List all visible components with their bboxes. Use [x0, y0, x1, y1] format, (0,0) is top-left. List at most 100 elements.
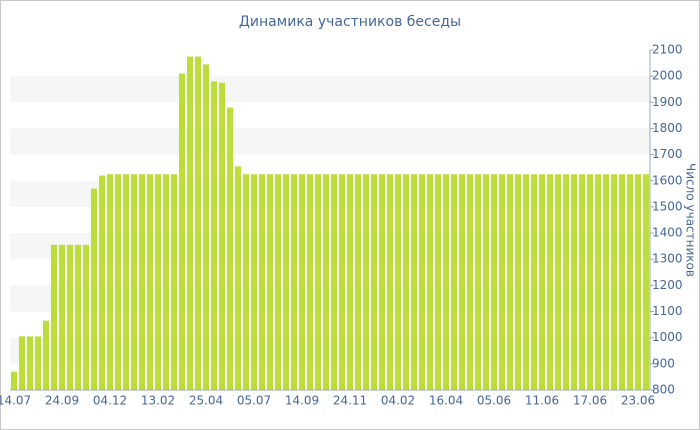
bar	[482, 174, 490, 390]
bar	[74, 244, 82, 390]
y-tick-label: 1800	[652, 121, 683, 135]
bar	[458, 174, 466, 390]
x-tick-label: 14.07	[0, 394, 31, 408]
bar	[410, 174, 418, 390]
x-tick-label: 24.09	[45, 394, 79, 408]
bar	[50, 244, 58, 390]
y-axis-label: Число участников	[684, 163, 698, 277]
bar	[634, 174, 642, 390]
bar	[138, 174, 146, 390]
bar	[506, 174, 514, 390]
y-tick-label: 1600	[652, 173, 683, 187]
bar	[154, 174, 162, 390]
bar	[250, 174, 258, 390]
bar	[346, 174, 354, 390]
grid-band	[10, 285, 650, 312]
grid-band	[10, 128, 650, 155]
x-tick-label: 11.06	[525, 394, 559, 408]
bar	[394, 174, 402, 390]
y-tick-label: 2000	[652, 69, 683, 83]
bar	[298, 174, 306, 390]
bar	[386, 174, 394, 390]
x-tick-label: 25.04	[189, 394, 223, 408]
bar	[418, 174, 426, 390]
x-tick-label: 04.12	[93, 394, 127, 408]
bar	[194, 56, 202, 391]
x-tick-label: 17.06	[573, 394, 607, 408]
bar	[178, 73, 186, 391]
bar	[58, 244, 66, 390]
bar	[162, 174, 170, 390]
bar	[274, 174, 282, 390]
bar	[586, 174, 594, 390]
bar	[450, 174, 458, 390]
bar	[626, 174, 634, 390]
bar	[234, 166, 242, 390]
grid-band	[10, 76, 650, 103]
bar	[290, 174, 298, 390]
x-tick-label: 23.06	[621, 394, 655, 408]
chart-title: Динамика участников беседы	[239, 14, 461, 30]
bar	[10, 371, 18, 390]
bar	[226, 107, 234, 391]
bar	[378, 174, 386, 390]
bar	[242, 174, 250, 390]
bar	[594, 174, 602, 390]
bar	[338, 174, 346, 390]
bar	[266, 174, 274, 390]
x-tick-label: 14.09	[285, 394, 319, 408]
y-tick-label: 1000	[652, 330, 683, 344]
bar	[170, 174, 178, 390]
bar	[554, 174, 562, 390]
bar	[538, 174, 546, 390]
bar	[34, 336, 42, 390]
bar	[322, 174, 330, 390]
y-tick-label: 1400	[652, 226, 683, 240]
bar	[618, 174, 626, 390]
y-tick-label: 1300	[652, 252, 683, 266]
bar	[258, 174, 266, 390]
bar	[546, 174, 554, 390]
bar	[82, 244, 90, 390]
bar	[106, 174, 114, 390]
bar	[578, 174, 586, 390]
y-tick-label: 2100	[652, 43, 683, 57]
bar	[210, 81, 218, 390]
x-tick-label: 04.02	[381, 394, 415, 408]
bar	[498, 174, 506, 390]
bar	[42, 320, 50, 390]
bar	[306, 174, 314, 390]
bar	[602, 174, 610, 390]
bar	[90, 188, 98, 390]
y-tick-label: 1500	[652, 199, 683, 213]
y-tick-label: 900	[652, 356, 675, 370]
bar	[466, 174, 474, 390]
bar	[474, 174, 482, 390]
bar	[362, 174, 370, 390]
bar	[570, 174, 578, 390]
bar	[354, 174, 362, 390]
bar	[562, 174, 570, 390]
bar	[122, 174, 130, 390]
y-tick-label: 1100	[652, 304, 683, 318]
x-tick-label: 24.11	[333, 394, 367, 408]
bar	[330, 174, 338, 390]
y-tick-label: 1200	[652, 278, 683, 292]
bar	[642, 174, 650, 390]
bar	[218, 82, 226, 390]
x-tick-label: 05.07	[237, 394, 271, 408]
bar	[610, 174, 618, 390]
bar	[434, 174, 442, 390]
bar	[530, 174, 538, 390]
bar	[282, 174, 290, 390]
bar	[490, 174, 498, 390]
x-tick-label: 16.04	[429, 394, 463, 408]
bar	[114, 174, 122, 390]
bar	[66, 244, 74, 390]
bar	[426, 174, 434, 390]
bar	[186, 56, 194, 391]
x-tick-label: 13.02	[141, 394, 175, 408]
bar	[442, 174, 450, 390]
bar	[402, 174, 410, 390]
